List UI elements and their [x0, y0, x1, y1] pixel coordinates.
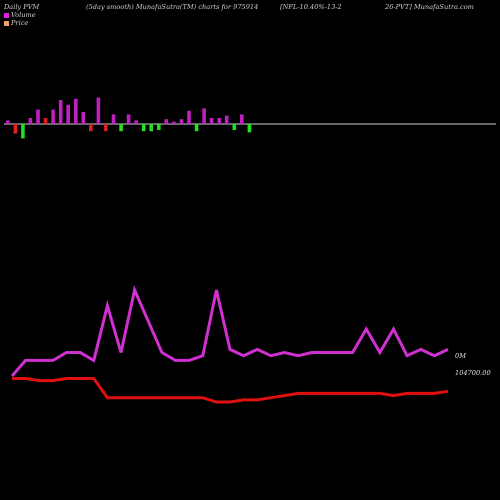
volume-bar — [111, 114, 116, 124]
header-right: 26-PVT] MunafaSutra.com — [385, 3, 474, 11]
volume-bar — [149, 124, 153, 132]
volume-bar — [179, 119, 184, 124]
header-center-right: [NFL-10.40%-13-2 — [280, 3, 342, 11]
volume-bar — [74, 98, 78, 124]
volume-bar — [43, 118, 48, 124]
price-line — [12, 377, 449, 404]
header-left: Daily PVM — [4, 3, 40, 11]
volume-bar — [58, 100, 63, 124]
legend-volume-swatch — [4, 12, 9, 18]
volume-bar — [66, 104, 70, 124]
volume-bar — [36, 109, 40, 124]
volume-bar — [51, 109, 55, 124]
legend-volume: Volume — [4, 11, 36, 19]
legend-price-label: Price — [11, 19, 29, 27]
volume-bar — [119, 124, 123, 132]
volume-bar — [89, 124, 93, 132]
volume-bar — [224, 115, 229, 124]
bar-group — [6, 97, 252, 139]
volume-bar — [6, 120, 10, 124]
volume-bar — [247, 124, 252, 133]
header-center-left: (5day smooth) MunafaSutra(TM) charts for… — [86, 3, 259, 11]
volume-bar — [232, 124, 237, 130]
volume-axis-label: 0M — [455, 352, 466, 360]
volume-bar — [126, 114, 131, 124]
volume-bar — [209, 118, 214, 124]
legend-volume-label: Volume — [11, 11, 36, 19]
volume-bar — [141, 124, 146, 132]
volume-bar — [217, 118, 221, 124]
volume-bar — [164, 119, 169, 124]
volume-bar — [28, 118, 33, 124]
volume-bar — [194, 124, 199, 132]
volume-bar — [104, 124, 108, 132]
volume-bar — [187, 110, 191, 124]
volume-line — [10, 285, 449, 377]
price-axis-label: 104700.00 — [455, 369, 491, 377]
volume-bar — [96, 97, 101, 124]
volume-bar — [21, 124, 25, 139]
volume-bar — [13, 124, 18, 134]
legend-price: Price — [4, 19, 28, 27]
volume-bar — [240, 114, 244, 124]
volume-bar — [81, 112, 86, 124]
volume-bar — [134, 120, 138, 124]
volume-bar — [172, 121, 176, 124]
volume-bar — [157, 124, 161, 130]
volume-bar — [202, 108, 206, 124]
legend-price-swatch — [4, 20, 9, 26]
